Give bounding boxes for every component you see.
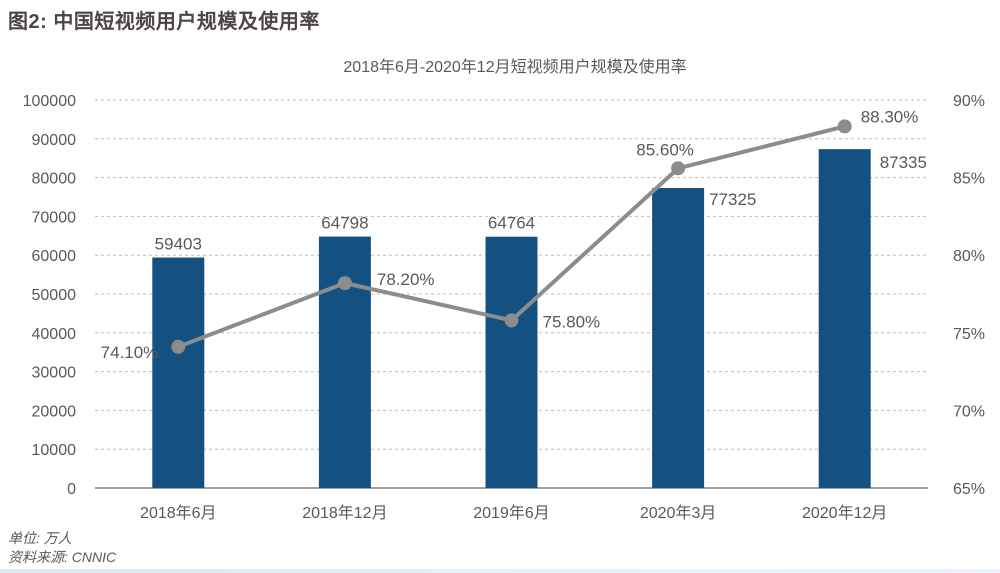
bar-value-label: 87335 — [880, 153, 927, 172]
percent-label: 75.80% — [543, 312, 601, 331]
bar — [485, 236, 538, 488]
right-axis-tick: 75% — [953, 326, 985, 343]
right-axis-tick: 70% — [953, 403, 985, 420]
left-axis-tick: 20000 — [32, 403, 77, 420]
right-axis-tick: 65% — [953, 481, 985, 498]
left-axis-tick: 100000 — [23, 93, 76, 110]
left-axis-tick: 80000 — [32, 171, 77, 188]
right-axis-tick: 90% — [953, 93, 985, 110]
line-marker — [337, 276, 352, 291]
left-axis-tick: 60000 — [32, 248, 77, 265]
left-axis-tick: 50000 — [32, 287, 77, 304]
x-axis-category-label: 2019年6月 — [473, 504, 550, 522]
line-marker — [837, 119, 852, 134]
percent-label: 88.30% — [861, 107, 919, 126]
bar-value-label: 77325 — [709, 190, 756, 209]
source-note: 资料来源: CNNIC — [8, 549, 117, 565]
left-axis-tick: 30000 — [32, 365, 77, 382]
bar-value-label: 59403 — [155, 235, 202, 254]
x-axis-category-label: 2018年6月 — [140, 504, 217, 522]
left-axis-tick: 10000 — [32, 442, 77, 459]
line-marker — [504, 313, 519, 328]
right-axis-tick: 85% — [953, 171, 985, 188]
left-axis-tick: 90000 — [32, 132, 77, 149]
bar — [318, 236, 371, 488]
percent-label: 78.20% — [377, 270, 435, 289]
bar — [652, 187, 705, 488]
left-axis-tick: 70000 — [32, 209, 77, 226]
bar-value-label: 64764 — [488, 214, 535, 233]
left-axis-tick: 0 — [67, 481, 76, 498]
left-axis-tick: 40000 — [32, 326, 77, 343]
x-axis-category-label: 2018年12月 — [302, 504, 387, 522]
bar-value-label: 64798 — [321, 214, 368, 233]
bottom-divider — [0, 569, 1000, 573]
x-axis-category-label: 2020年3月 — [640, 504, 717, 522]
percent-label: 85.60% — [636, 140, 694, 159]
bar — [152, 257, 205, 488]
bar — [818, 149, 871, 488]
x-axis-category-label: 2020年12月 — [802, 504, 887, 522]
right-axis-tick: 80% — [953, 248, 985, 265]
line-marker — [171, 339, 186, 354]
unit-note: 单位: 万人 — [8, 530, 72, 546]
figure-heading: 图2: 中国短视频用户规模及使用率 — [8, 11, 320, 33]
line-marker — [671, 161, 686, 176]
chart-title: 2018年6月-2020年12月短视频用户规模及使用率 — [343, 59, 687, 76]
percent-label: 74.10% — [101, 343, 159, 362]
